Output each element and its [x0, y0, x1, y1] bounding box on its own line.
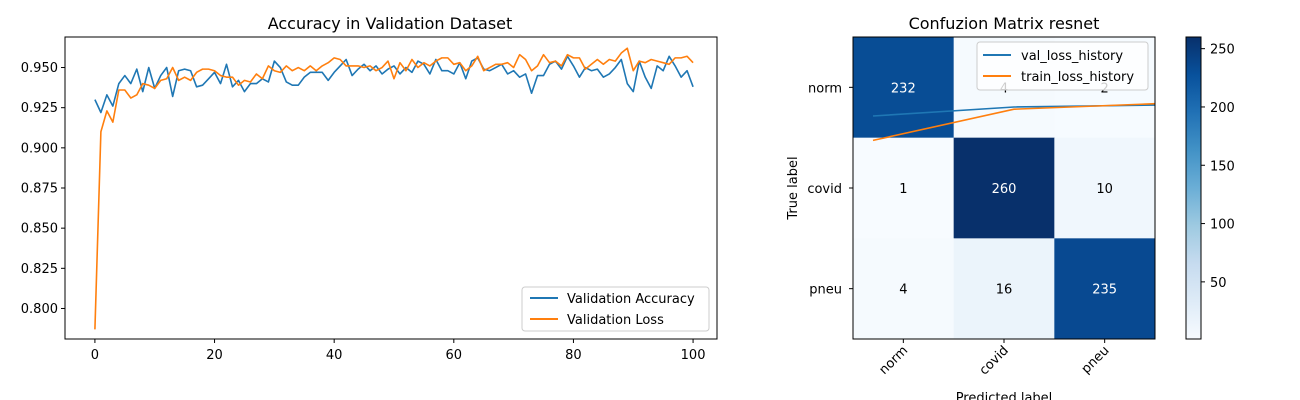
y-tick-label: 0.850 [21, 222, 58, 237]
confusion-matrix-title: Confuzion Matrix resnet [909, 14, 1100, 33]
matrix-cell-label: 235 [1092, 283, 1117, 298]
confusion-matrix-legend-box [976, 41, 1149, 91]
colorbar [1185, 36, 1202, 340]
legend-label-validation-accuracy: Validation Accuracy [567, 292, 695, 307]
x-tick-label: 0 [91, 348, 99, 363]
accuracy-chart: Accuracy in Validation Dataset 0.800 0.82… [21, 14, 718, 363]
confusion-matrix-legend: val_loss_history train_loss_history [976, 41, 1149, 91]
matrix-cell-label: 10 [1096, 182, 1113, 197]
x-tick-label: 40 [326, 348, 343, 363]
matrix-cell [853, 37, 955, 139]
matrix-cell [1054, 238, 1156, 340]
accuracy-series-lines [94, 47, 694, 330]
accuracy-plot-frame [64, 36, 718, 340]
y-tick-label: 0.900 [21, 141, 58, 156]
colorbar-tick-label: 100 [1210, 218, 1235, 233]
confusion-matrix-y-ticks: norm covid pneu [807, 81, 853, 298]
matrix-cell [853, 238, 955, 340]
x-tick-label: covid [977, 343, 1012, 378]
validation-loss-line [94, 47, 694, 330]
x-tick-label: pneu [1079, 343, 1113, 377]
x-tick-label: 60 [446, 348, 463, 363]
accuracy-y-ticks: 0.800 0.825 0.850 0.875 0.900 0.925 0.950 [21, 61, 65, 317]
accuracy-chart-title: Accuracy in Validation Dataset [268, 14, 513, 33]
legend-label-val-loss-history: val_loss_history [1021, 49, 1123, 64]
y-tick-label: pneu [809, 283, 842, 298]
y-tick-label: covid [807, 182, 842, 197]
matrix-cell [1054, 137, 1156, 239]
matrix-cell [953, 137, 1055, 239]
confusion-matrix-ylabel: True label [786, 156, 801, 220]
matrix-cell-label: 16 [996, 283, 1013, 298]
accuracy-x-ticks: 0 20 40 60 80 100 [91, 339, 706, 363]
matrix-cell [853, 137, 955, 239]
y-tick-label: norm [808, 81, 842, 96]
legend-label-validation-loss: Validation Loss [567, 313, 664, 328]
y-tick-label: 0.925 [21, 101, 58, 116]
confusion-matrix-xlabel: Predicted label [956, 391, 1053, 400]
colorbar-ticks: 50 100 150 200 250 [1201, 43, 1235, 291]
matrix-cell-label: 232 [891, 81, 916, 96]
train-loss-history-line [872, 102, 1156, 142]
x-tick-label: 20 [206, 348, 223, 363]
colorbar-tick-label: 50 [1210, 276, 1227, 291]
y-tick-label: 0.950 [21, 61, 58, 76]
colorbar-tick-label: 150 [1210, 159, 1235, 174]
matrix-cell [953, 238, 1055, 340]
x-tick-label: 80 [565, 348, 582, 363]
colorbar-tick-label: 200 [1210, 101, 1235, 116]
validation-accuracy-line [94, 55, 694, 114]
y-tick-label: 0.800 [21, 302, 58, 317]
y-tick-label: 0.825 [21, 262, 58, 277]
confusion-matrix-chart: Confuzion Matrix resnet 2324212601041623… [786, 14, 1235, 400]
confusion-matrix-x-ticks: norm covid pneu [877, 339, 1113, 378]
colorbar-tick-label: 250 [1210, 43, 1235, 58]
accuracy-legend: Validation Accuracy Validation Loss [521, 286, 710, 332]
matrix-cell-label: 260 [992, 182, 1017, 197]
y-tick-label: 0.875 [21, 182, 58, 197]
matrix-cell-label: 1 [899, 182, 907, 197]
legend-label-train-loss-history: train_loss_history [1021, 70, 1134, 85]
matrix-cell-label: 4 [899, 283, 907, 298]
x-tick-label: 100 [681, 348, 706, 363]
x-tick-label: norm [877, 343, 912, 378]
accuracy-legend-box [521, 286, 710, 332]
confusion-matrix-overlay-lines [872, 102, 1156, 142]
